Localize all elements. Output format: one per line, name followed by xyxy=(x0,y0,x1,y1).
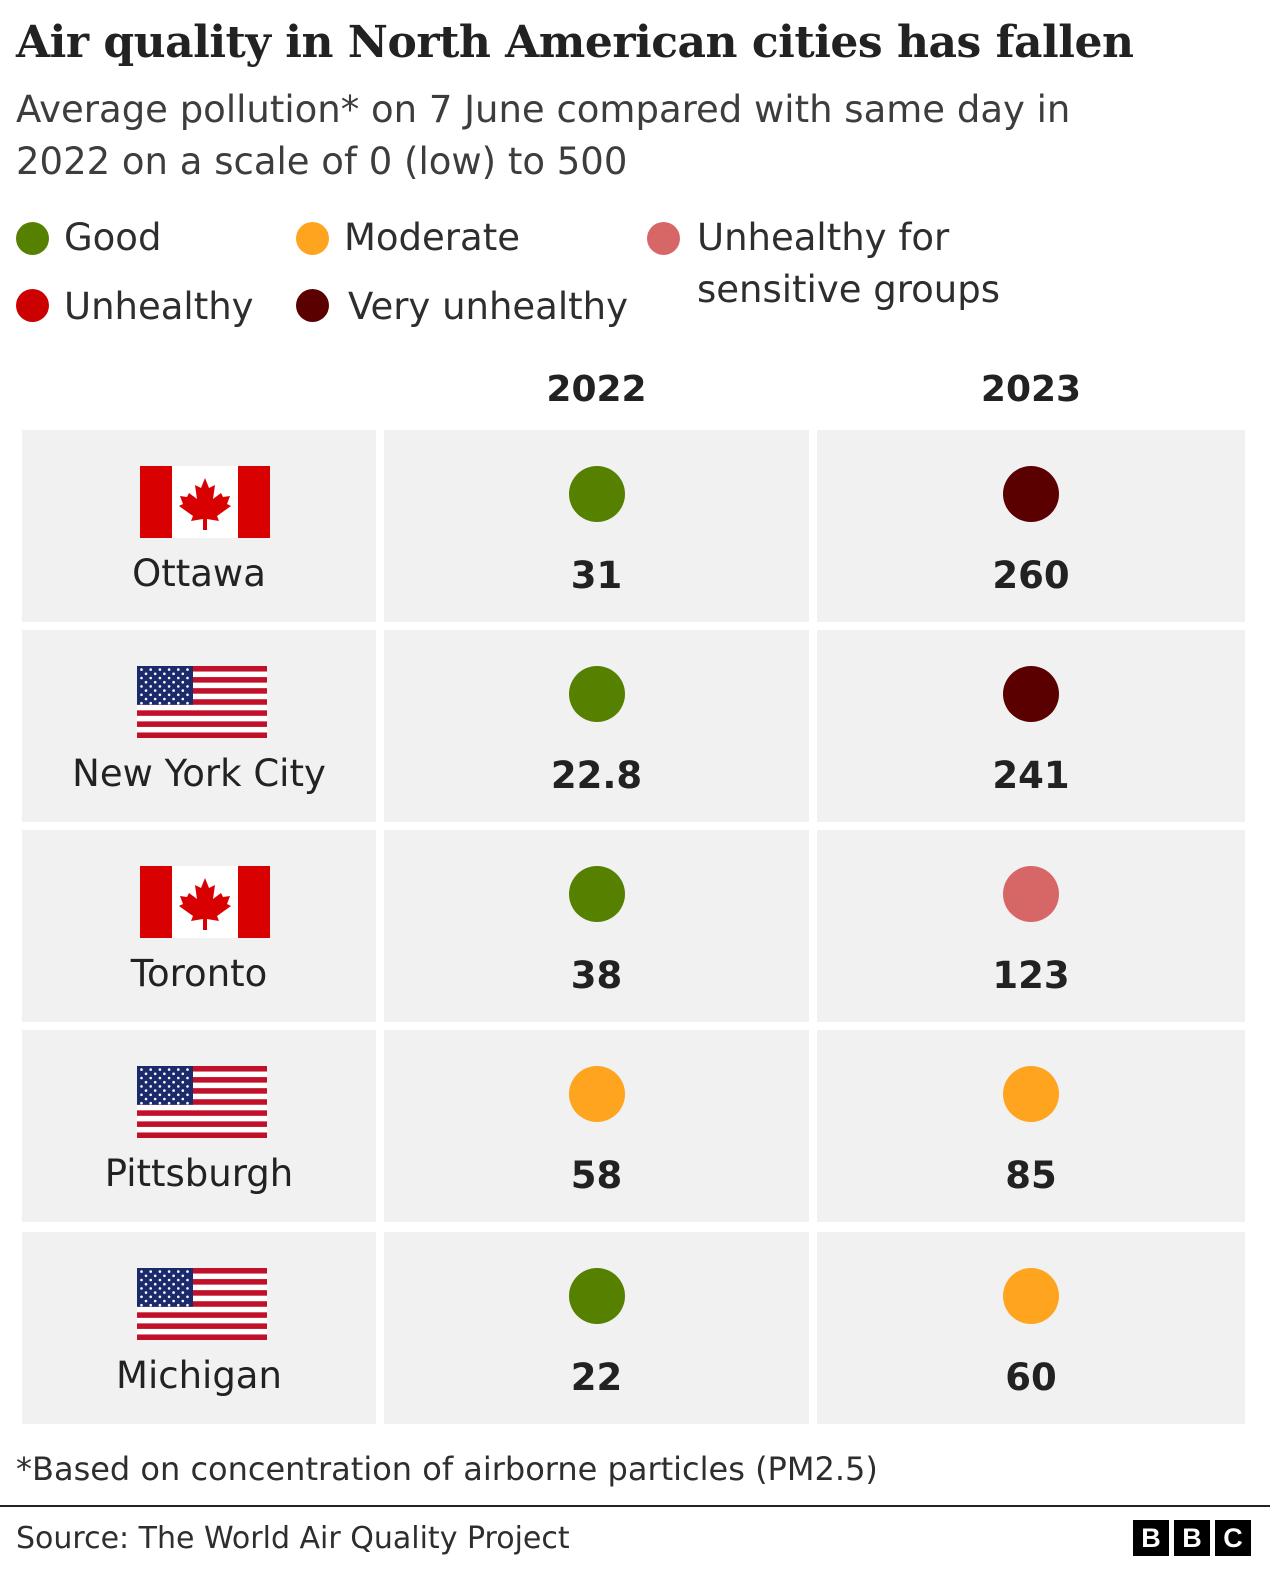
legend-label-unhealthy: Unhealthy xyxy=(64,285,254,328)
legend-label-moderate: Moderate xyxy=(344,216,520,259)
aqi-value: 123 xyxy=(992,954,1070,997)
value-cell-2023: 241 xyxy=(817,630,1245,822)
usa-flag-icon xyxy=(137,666,267,738)
value-cell-2022: 58 xyxy=(384,1030,809,1222)
value-cell-2022: 38 xyxy=(384,830,809,1022)
bbc-logo-letter: B xyxy=(1174,1520,1210,1556)
chart-subtitle: Average pollution* on 7 June compared wi… xyxy=(16,84,1256,188)
value-cell-2023: 123 xyxy=(817,830,1245,1022)
aqi-value: 60 xyxy=(1005,1356,1057,1399)
canada-flag-icon xyxy=(140,866,270,938)
legend-label-sensitive-line-2: sensitive groups xyxy=(697,268,1000,311)
value-cell-2022: 22 xyxy=(384,1232,809,1424)
bbc-logo: B B C xyxy=(1133,1520,1251,1558)
aqi-value: 85 xyxy=(1005,1154,1057,1197)
aqi-value: 22 xyxy=(570,1356,623,1399)
legend-label-good: Good xyxy=(64,216,162,259)
value-cell-2023: 260 xyxy=(817,430,1245,622)
usa-flag-icon xyxy=(137,1268,267,1340)
legend-label-very-unhealthy: Very unhealthy xyxy=(348,285,628,328)
value-cell-2022: 22.8 xyxy=(384,630,809,822)
aqi-status-dot xyxy=(568,1268,625,1324)
aqi-value: 22.8 xyxy=(550,754,643,797)
value-cell-2023: 60 xyxy=(817,1232,1245,1424)
aqi-status-dot xyxy=(568,1066,625,1122)
bbc-logo-letter: B xyxy=(1133,1520,1169,1556)
aqi-status-dot xyxy=(1003,466,1059,522)
usa-flag-icon xyxy=(137,1066,267,1138)
city-name: Toronto xyxy=(130,952,268,995)
footer-divider xyxy=(0,1505,1270,1507)
value-cell-2022: 31 xyxy=(384,430,809,622)
column-header-2022: 2022 xyxy=(546,369,647,410)
legend-dot-sensitive xyxy=(647,222,680,255)
city-cell: Michigan xyxy=(22,1232,376,1424)
city-name: New York City xyxy=(72,752,326,795)
subtitle-line-1: Average pollution* on 7 June compared wi… xyxy=(16,88,1071,131)
value-cell-2023: 85 xyxy=(817,1030,1245,1222)
city-cell: Toronto xyxy=(22,830,376,1022)
bbc-logo-letter: C xyxy=(1215,1520,1251,1556)
city-cell: New York City xyxy=(22,630,376,822)
aqi-status-dot xyxy=(1003,1066,1059,1122)
aqi-value: 38 xyxy=(570,954,623,997)
city-name: Pittsburgh xyxy=(104,1152,294,1195)
aqi-value: 31 xyxy=(570,554,623,597)
aqi-status-dot xyxy=(568,666,625,722)
aqi-status-dot xyxy=(568,466,625,522)
aqi-value: 241 xyxy=(992,754,1070,797)
legend-dot-moderate xyxy=(296,222,329,255)
aqi-status-dot xyxy=(1003,866,1059,922)
city-name: Michigan xyxy=(116,1354,282,1397)
aqi-status-dot xyxy=(1003,1268,1059,1324)
aqi-value: 58 xyxy=(570,1154,623,1197)
subtitle-line-2: 2022 on a scale of 0 (low) to 500 xyxy=(16,140,628,183)
chart-title: Air quality in North American cities has… xyxy=(16,17,1134,68)
city-cell: Ottawa xyxy=(22,430,376,622)
legend-dot-very-unhealthy xyxy=(296,289,329,322)
aqi-status-dot xyxy=(568,866,625,922)
legend-dot-good xyxy=(16,222,49,255)
city-cell: Pittsburgh xyxy=(22,1030,376,1222)
city-name: Ottawa xyxy=(132,552,266,595)
legend-dot-unhealthy xyxy=(16,289,49,322)
column-header-2023: 2023 xyxy=(980,369,1082,410)
aqi-value: 260 xyxy=(992,554,1070,597)
source-note: Source: The World Air Quality Project xyxy=(16,1521,570,1556)
footnote: *Based on concentration of airborne part… xyxy=(16,1450,878,1488)
aqi-status-dot xyxy=(1003,666,1059,722)
legend-label-sensitive-line-1: Unhealthy for xyxy=(697,216,950,259)
canada-flag-icon xyxy=(140,466,270,538)
